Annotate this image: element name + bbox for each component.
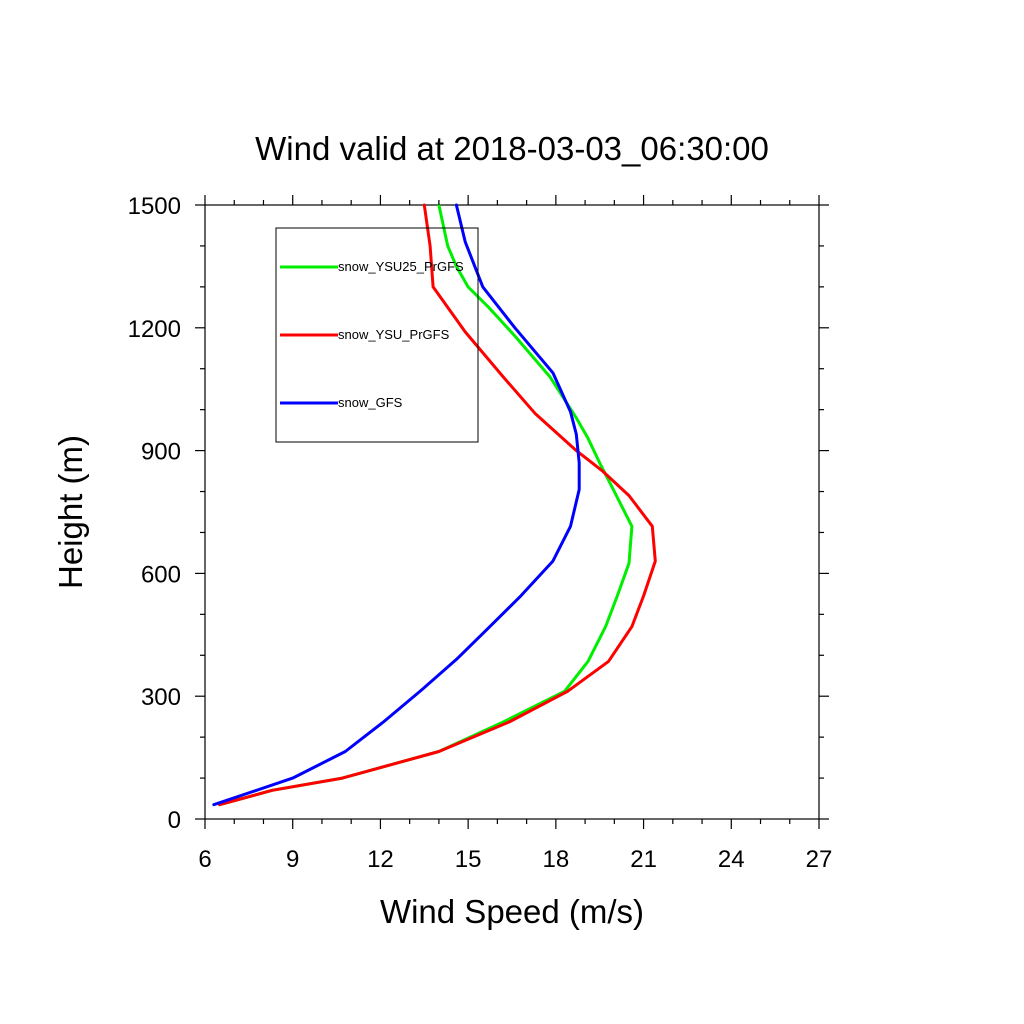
x-tick-label: 12 [367, 846, 394, 873]
tick-layer [195, 195, 829, 829]
series-line-snow-ysu-prgfs [218, 203, 657, 807]
y-tick-label: 1200 [128, 316, 181, 343]
x-tick-label: 18 [543, 846, 570, 873]
legend-box [275, 227, 479, 443]
x-tick-label: 6 [198, 846, 211, 873]
chart-title: Wind valid at 2018-03-03_06:30:00 [255, 130, 769, 167]
x-tick-label: 15 [455, 846, 482, 873]
series-layer [212, 203, 657, 807]
legend-label-snow-ysu-prgfs: snow_YSU_PrGFS [338, 327, 450, 342]
y-tick-label: 1500 [128, 193, 181, 220]
x-tick-label: 21 [630, 846, 657, 873]
legend-label-snow-gfs: snow_GFS [338, 395, 403, 410]
y-tick-label: 600 [141, 561, 181, 588]
x-tick-label: 27 [806, 846, 833, 873]
y-tick-label: 300 [141, 684, 181, 711]
series-line-snow-ysu25-prgfs [218, 203, 634, 807]
x-tick-label: 24 [718, 846, 745, 873]
plot-frame [204, 204, 820, 820]
x-axis-label: Wind Speed (m/s) [380, 893, 644, 930]
y-tick-label: 900 [141, 439, 181, 466]
x-tick-labels: 6 9 12 15 18 21 24 27 [198, 846, 832, 873]
series-line-snow-gfs [212, 203, 581, 807]
legend-label-snow-ysu25-prgfs: snow_YSU25_PrGFS [338, 259, 464, 274]
legend: snow_YSU25_PrGFS snow_YSU_PrGFS snow_GFS [275, 227, 479, 443]
x-tick-label: 9 [286, 846, 299, 873]
y-axis-label: Height (m) [52, 435, 89, 589]
y-tick-labels: 0 300 600 900 1200 1500 [128, 193, 181, 834]
y-tick-label: 0 [168, 807, 181, 834]
